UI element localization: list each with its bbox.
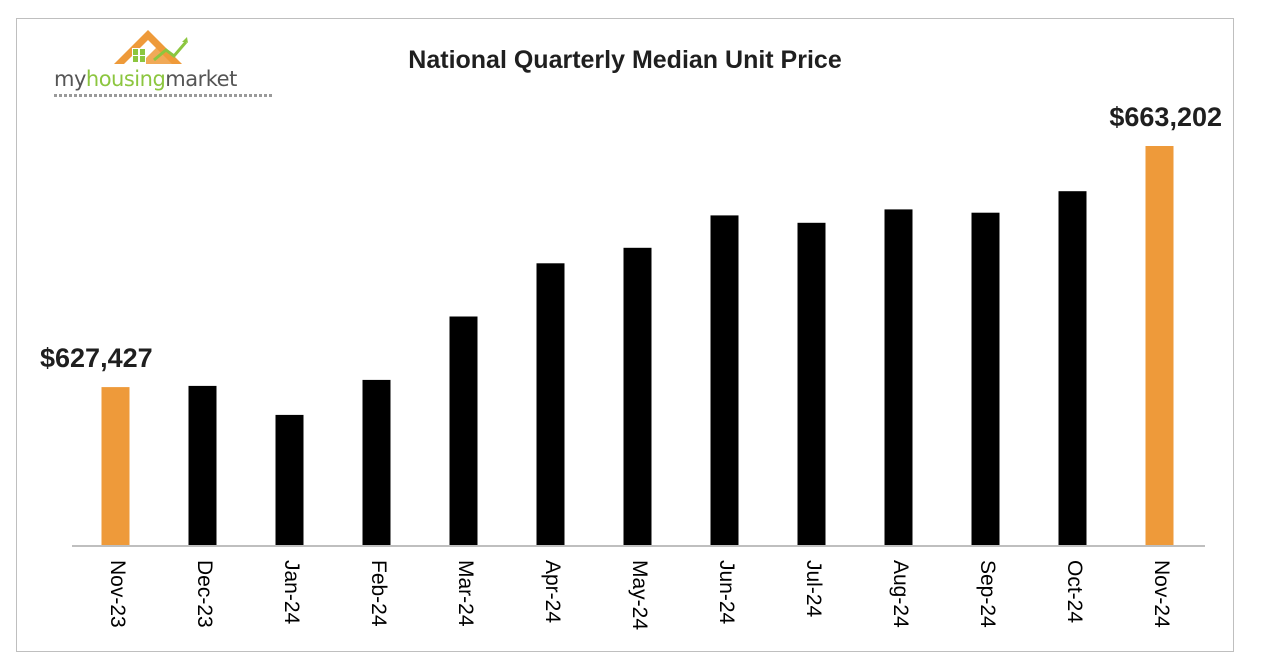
x-tick-label: Dec-23: [193, 560, 216, 628]
logo-text-market: market: [165, 67, 237, 91]
x-tick-labels: Nov-23 Dec-23 Jan-24 Feb-24 Mar-24 Apr-24 May-…: [106, 560, 1173, 630]
x-tick-label: Mar-24: [454, 560, 477, 627]
data-label: $627,427: [40, 343, 153, 373]
bar-sep-24: [971, 212, 1000, 545]
bar-jun-24: [710, 215, 739, 545]
house-roof-icon: [114, 30, 188, 64]
logo-wordmark: myhousingmarket: [54, 67, 237, 91]
bar-mar-24: [449, 316, 478, 545]
x-tick-label: Feb-24: [367, 560, 390, 627]
bar-feb-24: [362, 379, 391, 545]
x-tick-label: Sep-24: [976, 560, 999, 628]
x-tick-label: Nov-24: [1150, 560, 1173, 628]
bar-dec-23: [188, 385, 217, 545]
x-tick-label: Aug-24: [889, 560, 912, 628]
x-tick-label: Jan-24: [280, 560, 303, 625]
data-label: $663,202: [1109, 102, 1222, 132]
bar-apr-24: [536, 263, 565, 545]
x-tick-label: May-24: [628, 560, 651, 630]
x-tick-label: Jul-24: [802, 560, 825, 618]
bar-jul-24: [797, 222, 826, 546]
bar-nov-23: [101, 387, 130, 545]
brand-logo: myhousingmarket: [36, 12, 276, 98]
data-labels: $627,427 $663,202: [40, 102, 1222, 373]
logo-text-housing: housing: [85, 67, 166, 91]
x-tick-label: Apr-24: [541, 560, 564, 623]
bar-oct-24: [1058, 191, 1087, 545]
chart-title: National Quarterly Median Unit Price: [408, 46, 842, 74]
bar-jan-24: [275, 414, 304, 545]
x-tick-label: Oct-24: [1063, 560, 1086, 623]
bars-group: [101, 146, 1174, 546]
x-tick-label: Jun-24: [715, 560, 738, 625]
x-tick-label: Nov-23: [106, 560, 129, 628]
logo-underline: [54, 94, 274, 97]
logo-text-my: my: [54, 67, 86, 91]
bar-nov-24: [1145, 146, 1174, 545]
bar-aug-24: [884, 209, 913, 545]
bar-may-24: [623, 247, 652, 546]
